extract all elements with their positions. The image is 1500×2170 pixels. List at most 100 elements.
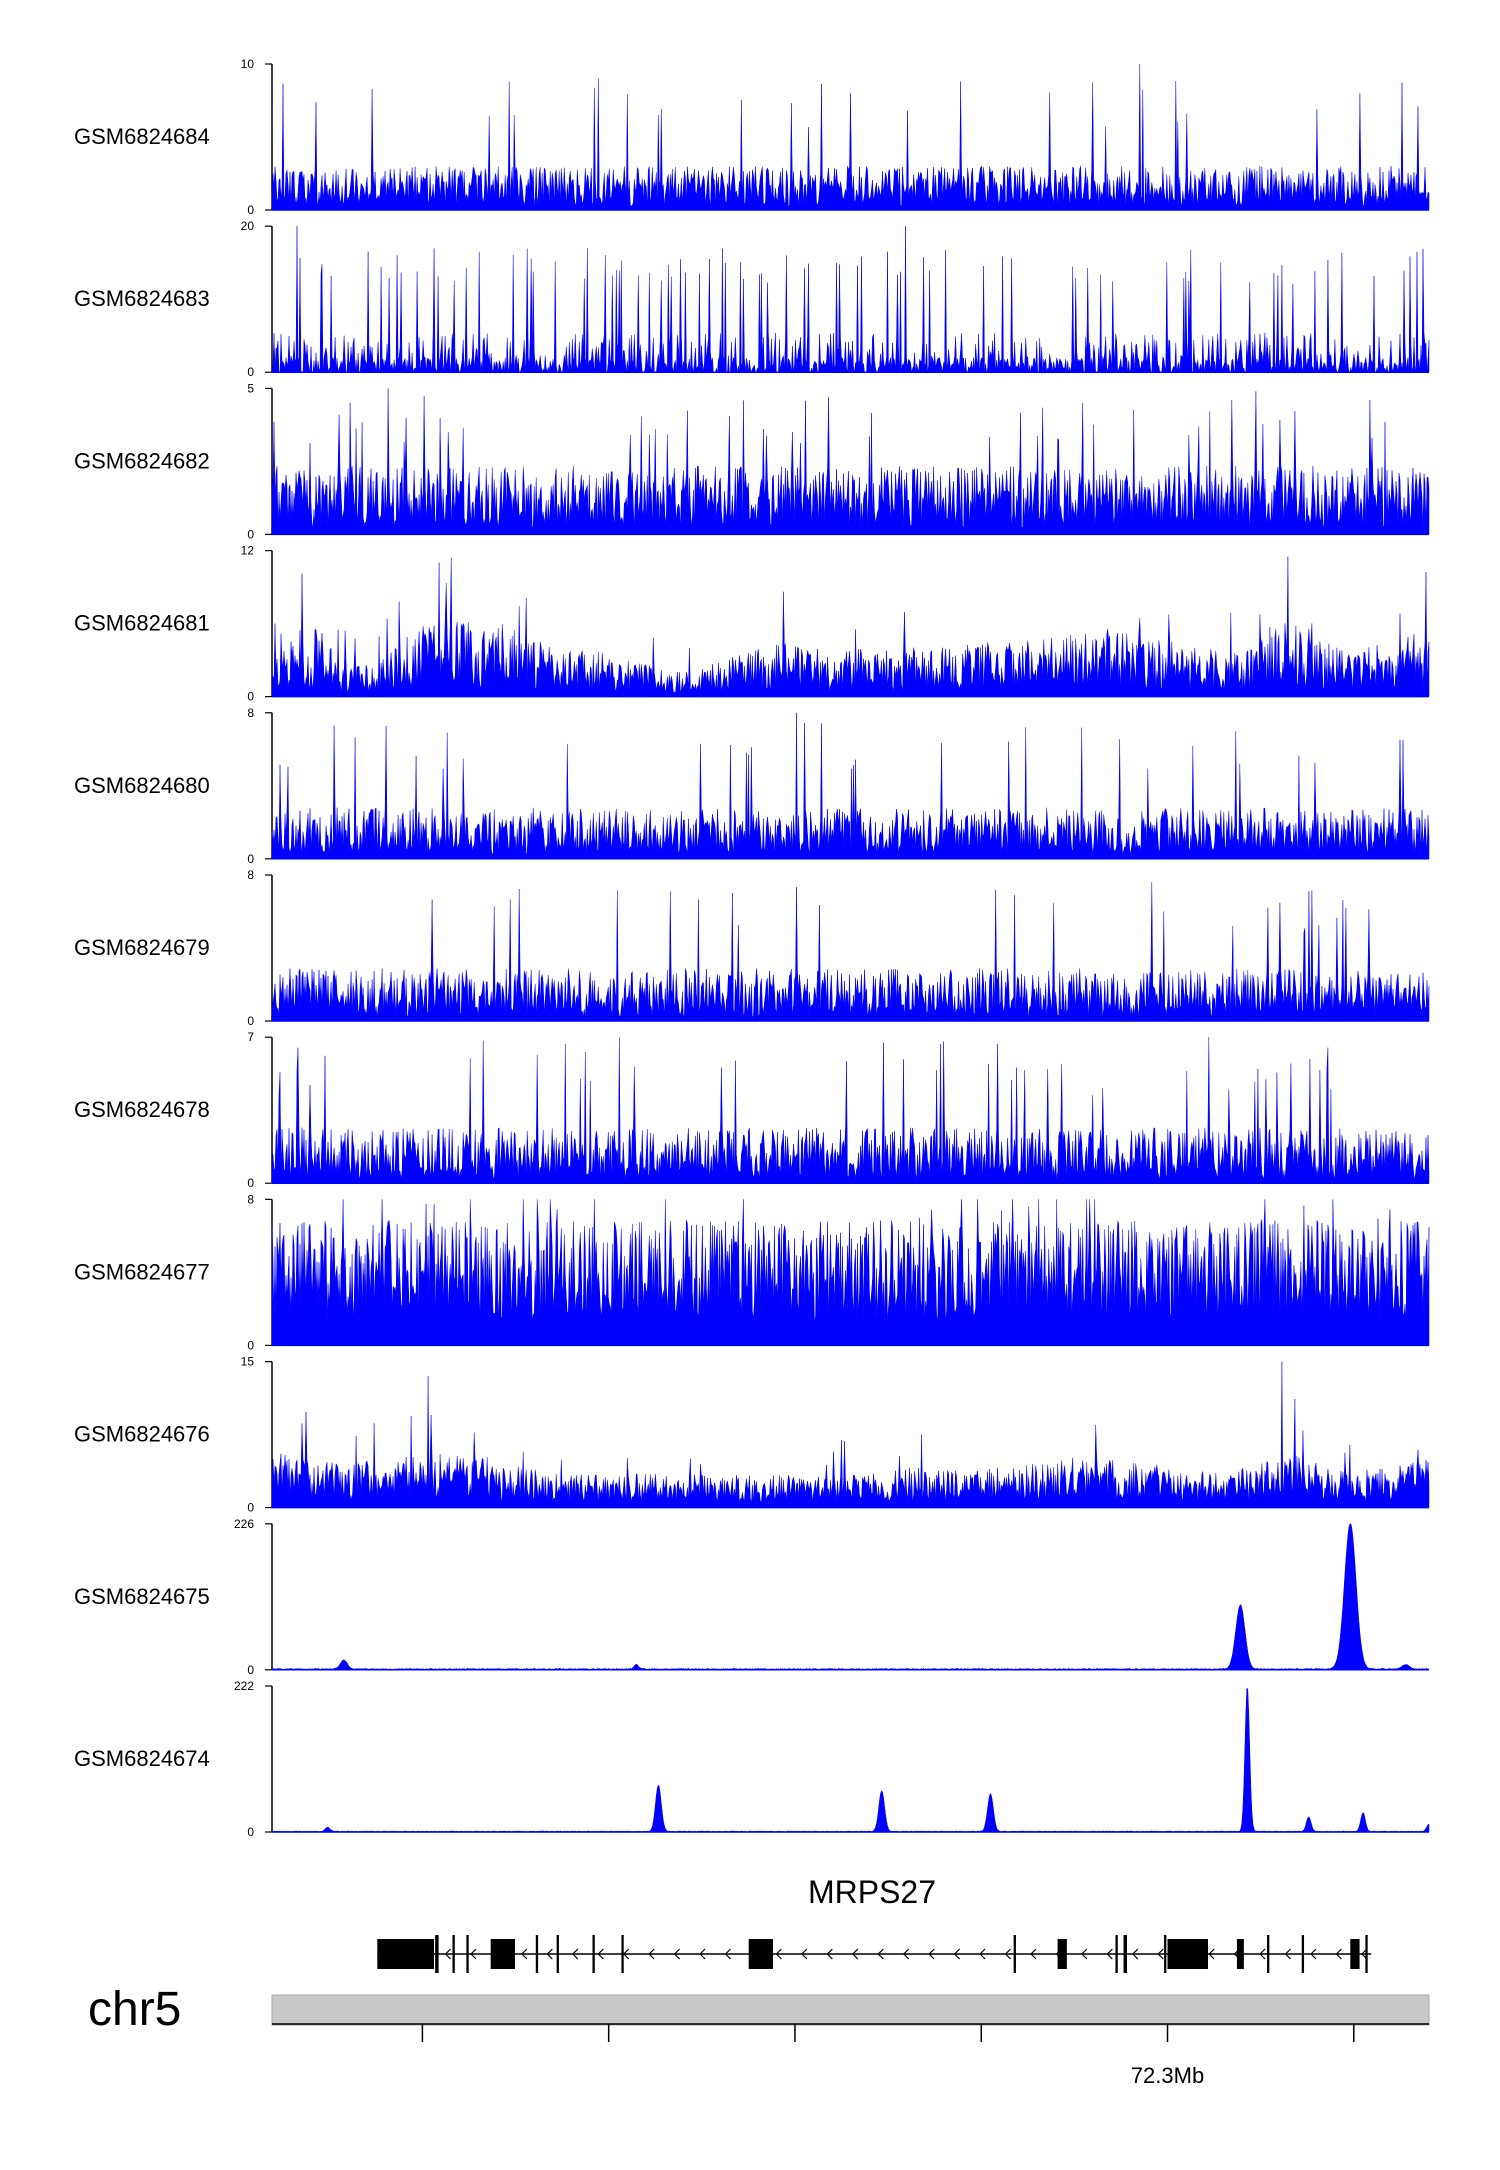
coordinate-ticks xyxy=(421,2024,1355,2042)
y-axis-max-label: 5 xyxy=(247,381,254,395)
signal-tracks: GSM6824684100GSM6824683200GSM682468250GS… xyxy=(74,57,1430,1839)
signal-area xyxy=(271,1361,1430,1508)
y-axis-min-label: 0 xyxy=(247,203,254,217)
y-axis-max-label: 15 xyxy=(241,1355,255,1369)
signal-area xyxy=(271,1688,1430,1833)
strand-arrow xyxy=(1157,1948,1164,1960)
track-name: GSM6824677 xyxy=(74,1259,210,1284)
track-GSM6824683: GSM6824683 20 0 xyxy=(74,219,1430,379)
gene-exon xyxy=(452,1935,455,1973)
track-name: GSM6824681 xyxy=(74,611,210,636)
strand-arrow xyxy=(597,1948,604,1960)
y-axis-max-label: 20 xyxy=(241,219,255,233)
strand-arrow xyxy=(1106,1948,1113,1960)
track-GSM6824682: GSM6824682 5 0 xyxy=(74,381,1430,541)
track-name: GSM6824678 xyxy=(74,1097,210,1122)
gene-exon xyxy=(556,1935,559,1973)
track-GSM6824676: GSM6824676 15 0 xyxy=(74,1355,1430,1515)
gene-exon xyxy=(1164,1935,1167,1973)
track-GSM6824678: GSM6824678 7 0 xyxy=(74,1030,1430,1190)
track-GSM6824681: GSM6824681 12 0 xyxy=(74,544,1430,704)
gene-exon xyxy=(748,1939,773,1969)
gene-exon xyxy=(535,1935,539,1973)
strand-arrow xyxy=(1310,1948,1317,1960)
strand-arrow xyxy=(571,1948,579,1960)
strand-arrow xyxy=(648,1948,655,1960)
strand-arrow xyxy=(1081,1948,1088,1960)
gene-exon xyxy=(1167,1939,1209,1969)
gene-exon xyxy=(621,1935,624,1973)
track-GSM6824684: GSM6824684 10 0 xyxy=(74,57,1430,217)
chromosome-ideogram xyxy=(271,1994,1430,2026)
strand-arrow xyxy=(979,1948,986,1960)
signal-area xyxy=(271,63,1430,211)
track-name: GSM6824674 xyxy=(74,1746,210,1771)
strand-arrow xyxy=(1361,1948,1368,1960)
signal-area xyxy=(271,1199,1430,1346)
signal-area xyxy=(271,388,1430,535)
strand-arrow xyxy=(724,1948,731,1960)
gene-exon xyxy=(1236,1939,1244,1969)
track-GSM6824674: GSM6824674 222 0 xyxy=(74,1679,1430,1839)
y-axis-min-label: 0 xyxy=(247,1176,254,1190)
track-GSM6824675: GSM6824675 226 0 xyxy=(74,1517,1430,1677)
strand-arrow xyxy=(673,1948,681,1960)
track-name: GSM6824683 xyxy=(74,286,210,311)
y-axis-min-label: 0 xyxy=(247,1663,254,1677)
strand-arrow xyxy=(1208,1948,1215,1960)
track-name: GSM6824682 xyxy=(74,448,210,473)
strand-arrow xyxy=(775,1948,782,1960)
gene-exon xyxy=(1115,1935,1118,1973)
chromosome-track: chr5 72.3Mb xyxy=(88,1983,1430,2088)
gene-model xyxy=(377,1935,1372,1973)
signal-area xyxy=(271,556,1430,697)
strand-arrow xyxy=(851,1948,859,1960)
y-axis-min-label: 0 xyxy=(247,365,254,379)
y-axis-min-label: 0 xyxy=(247,1825,254,1839)
y-axis-min-label: 0 xyxy=(247,527,254,541)
y-axis-max-label: 12 xyxy=(241,544,255,558)
y-axis-min-label: 0 xyxy=(247,1338,254,1352)
track-name: GSM6824676 xyxy=(74,1422,210,1447)
track-GSM6824677: GSM6824677 8 0 xyxy=(74,1192,1430,1352)
y-axis-min-label: 0 xyxy=(247,1014,254,1028)
y-axis-max-label: 226 xyxy=(234,1517,254,1531)
gene-track: MRPS27 xyxy=(377,1874,1372,1973)
track-GSM6824679: GSM6824679 8 0 xyxy=(74,868,1430,1028)
y-axis-max-label: 10 xyxy=(241,57,255,71)
y-axis-max-label: 7 xyxy=(247,1030,254,1044)
gene-exon xyxy=(1057,1939,1067,1969)
strand-arrow xyxy=(902,1948,910,1960)
strand-arrow xyxy=(877,1948,884,1960)
strand-arrow xyxy=(928,1948,935,1960)
gene-exon xyxy=(592,1935,595,1973)
gene-name-label: MRPS27 xyxy=(808,1874,936,1910)
strand-arrow xyxy=(444,1948,451,1960)
y-axis-max-label: 222 xyxy=(234,1679,254,1693)
gene-exon xyxy=(435,1935,439,1973)
signal-area xyxy=(271,882,1430,1022)
strand-arrow xyxy=(1004,1948,1011,1960)
gene-exon xyxy=(377,1939,434,1969)
strand-arrow xyxy=(1131,1948,1139,1960)
chromosome-label: chr5 xyxy=(88,1983,181,2036)
track-name: GSM6824684 xyxy=(74,124,210,149)
track-name: GSM6824680 xyxy=(74,773,210,798)
gene-exon xyxy=(1350,1939,1360,1969)
strand-arrow xyxy=(521,1948,528,1960)
gene-exon xyxy=(1301,1935,1305,1973)
strand-arrow xyxy=(953,1948,961,1960)
track-name: GSM6824675 xyxy=(74,1584,210,1609)
strand-arrow xyxy=(546,1948,553,1960)
gene-exon xyxy=(1365,1935,1368,1973)
signal-area xyxy=(271,1523,1430,1671)
signal-area xyxy=(271,226,1430,374)
strand-arrow xyxy=(1259,1948,1266,1960)
gene-exon xyxy=(1013,1935,1016,1973)
strand-arrow xyxy=(826,1948,833,1960)
y-axis-min-label: 0 xyxy=(247,1501,254,1515)
track-GSM6824680: GSM6824680 8 0 xyxy=(74,706,1430,866)
signal-area xyxy=(271,1037,1430,1184)
strand-arrow xyxy=(470,1948,477,1960)
coordinate-tick-label: 72.3Mb xyxy=(1131,2063,1204,2088)
